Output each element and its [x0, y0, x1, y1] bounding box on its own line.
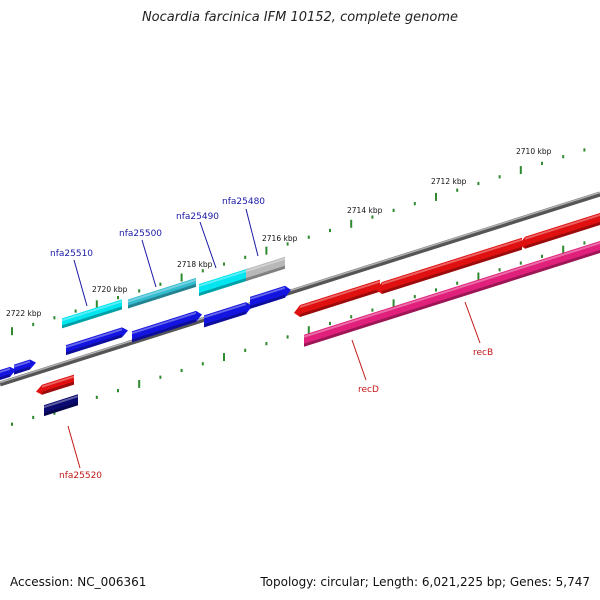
- cds-nfa25490-shadow: [199, 277, 248, 296]
- cds-nfa25510-body: [62, 299, 122, 329]
- cds-lower-1-body: [66, 327, 128, 356]
- gene-label-nfa25480: nfa25480: [222, 197, 265, 207]
- scale-labels: 2710 kbp 2712 kbp 2714 kbp 2716 kbp 2718…: [6, 147, 552, 318]
- cds-nfa25510-shadow: [62, 306, 122, 329]
- tick-rows: [11, 148, 586, 426]
- cds-nfa25500: [128, 277, 196, 309]
- cds-left-2-highlight: [14, 360, 30, 368]
- cds-nfa25480-body: [246, 256, 285, 282]
- scale-label-2714: 2714 kbp: [347, 206, 383, 215]
- cds-lower-1-highlight: [66, 328, 122, 349]
- cds-recB-shadow: [382, 246, 522, 295]
- cds-lower-1: [66, 327, 128, 356]
- callout-lines: [67, 208, 481, 469]
- cds-left-1-highlight: [0, 367, 10, 373]
- scale-label-2718: 2718 kbp: [177, 260, 213, 269]
- cds-lower-2-body: [132, 310, 202, 343]
- cds-lower-2-shadow: [132, 318, 196, 343]
- gene-label-nfa25490: nfa25490: [176, 212, 219, 222]
- gene-labels: nfa25480 nfa25490 nfa25500 nfa25510 nfa2…: [50, 197, 493, 481]
- cds-lower-3-shadow: [204, 311, 246, 328]
- cds-lower-1-shadow: [66, 334, 122, 356]
- cds-left-2-shadow: [14, 366, 30, 375]
- cds-recB-body: [376, 237, 522, 295]
- cds-lower-pink: [304, 241, 600, 347]
- cds-red-right: [519, 213, 600, 249]
- cds-nfa25500-shadow: [128, 283, 196, 309]
- cds-lower-navy: [44, 394, 78, 417]
- gene-label-nfa25500: nfa25500: [119, 229, 162, 239]
- gene-label-recD: recD: [358, 385, 379, 395]
- cds-nfa25480: [246, 256, 285, 282]
- scale-label-2720: 2720 kbp: [92, 285, 128, 294]
- scale-label-2710: 2710 kbp: [516, 147, 552, 156]
- cds-lower-3-body: [204, 302, 252, 328]
- cds-red-right-body: [519, 213, 600, 249]
- cds-lower-2: [132, 310, 202, 343]
- cds-nfa25520-shadow: [42, 381, 74, 395]
- map-title: Nocardia farcinica IFM 10152, complete g…: [141, 10, 459, 25]
- cds-recD: [294, 279, 380, 317]
- scale-label-2722: 2722 kbp: [6, 309, 42, 318]
- genome-backbone: [0, 191, 600, 387]
- cds-lower-3-highlight: [204, 303, 246, 319]
- cds-recD-body: [294, 279, 380, 317]
- cds-left-1: [0, 366, 16, 380]
- cds-lower-pink-shadow: [304, 250, 600, 347]
- cds-recD-highlight: [300, 280, 380, 308]
- cds-nfa25520-highlight: [42, 375, 74, 388]
- cds-nfa25490-highlight: [199, 269, 248, 287]
- cds-nfa25500-body: [128, 277, 196, 309]
- cds-nfa25520-body: [36, 374, 74, 395]
- cds-left-1-shadow: [0, 373, 10, 380]
- gene-label-nfa25520: nfa25520: [59, 471, 102, 481]
- cds-recB-highlight: [382, 238, 522, 286]
- cds-red-right-shadow: [525, 222, 600, 249]
- cds-recD-shadow: [300, 288, 380, 317]
- cds-lower-navy-body: [44, 394, 78, 417]
- scale-label-2712: 2712 kbp: [431, 177, 467, 186]
- cds-left-1-body: [0, 366, 16, 380]
- cds-lower-2-highlight: [132, 311, 196, 335]
- cds-nfa25480-shadow: [246, 265, 285, 282]
- cds-lower-4-shadow: [250, 294, 285, 309]
- cds-red-right-highlight: [525, 214, 600, 240]
- gene-label-recB: recB: [473, 348, 493, 358]
- cds-nfa25490-body: [199, 268, 248, 296]
- genome-info-text: Topology: circular; Length: 6,021,225 bp…: [260, 575, 590, 589]
- cds-nfa25500-highlight: [128, 278, 196, 303]
- scale-label-2716: 2716 kbp: [262, 234, 298, 243]
- cds-lower-navy-highlight: [44, 395, 78, 409]
- cds-nfa25490: [199, 268, 248, 296]
- cds-nfa25510-highlight: [62, 300, 122, 322]
- gene-label-nfa25510: nfa25510: [50, 249, 93, 259]
- cds-lower-pink-highlight: [304, 242, 600, 338]
- cds-lower-4-body: [250, 285, 291, 309]
- cds-nfa25510: [62, 299, 122, 329]
- cds-nfa25480-highlight: [246, 257, 285, 273]
- gene-features: [0, 213, 600, 417]
- cds-left-2-body: [14, 359, 36, 375]
- cds-recB: [376, 237, 522, 295]
- accession-text: Accession: NC_006361: [10, 575, 147, 589]
- cds-lower-4-highlight: [250, 286, 285, 300]
- cds-lower-pink-body: [304, 241, 600, 347]
- cds-left-2: [14, 359, 36, 375]
- cds-lower-4: [250, 285, 291, 309]
- cds-nfa25520: [36, 374, 74, 395]
- cds-lower-navy-shadow: [44, 402, 78, 417]
- cds-lower-3: [204, 302, 252, 328]
